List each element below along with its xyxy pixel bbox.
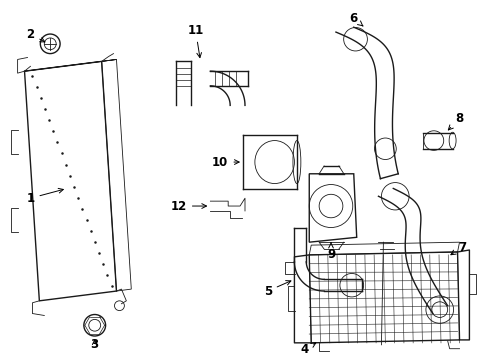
Text: 6: 6: [349, 12, 362, 26]
Text: 8: 8: [447, 112, 463, 130]
Text: 12: 12: [170, 199, 206, 212]
Text: 4: 4: [300, 343, 315, 356]
Text: 7: 7: [450, 240, 466, 255]
Text: 2: 2: [26, 28, 45, 42]
Text: 3: 3: [90, 338, 99, 351]
Text: 5: 5: [263, 281, 290, 298]
Text: 9: 9: [326, 243, 334, 261]
Text: 1: 1: [26, 188, 63, 205]
Text: 11: 11: [187, 24, 203, 58]
Text: 10: 10: [212, 156, 239, 168]
